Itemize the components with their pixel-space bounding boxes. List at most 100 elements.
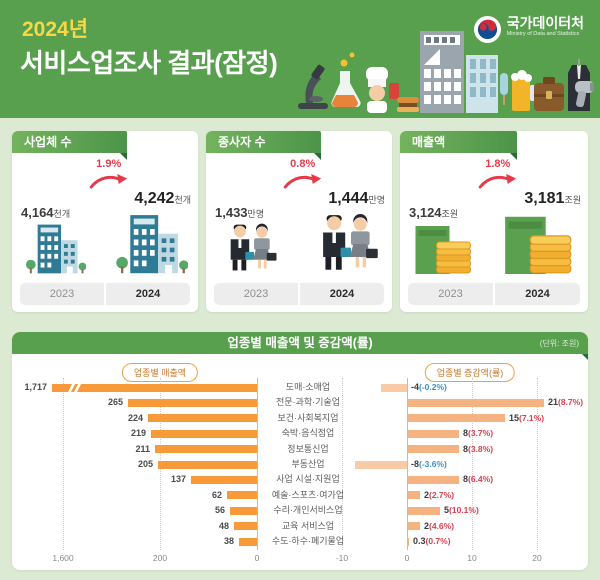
beer-icon xyxy=(500,70,535,111)
sales-value-label: 211 xyxy=(135,443,150,454)
curr-value: 1,444만명 xyxy=(328,190,385,207)
change-percent: 1.8% xyxy=(485,158,511,170)
chart-row: 211 정보통신업 8(3.8%) xyxy=(12,442,588,457)
fold-corner xyxy=(509,153,517,160)
change-bar xyxy=(407,537,409,546)
card-illustrations xyxy=(412,212,578,279)
category-label: 숙박·음식점업 xyxy=(281,428,335,439)
change-value-label: -8(-3.6%) xyxy=(411,459,447,469)
fold-corner xyxy=(120,153,128,160)
chart-row: 48 교육 서비스업 2(4.6%) xyxy=(12,519,588,534)
hairdryer-icon xyxy=(575,81,595,108)
change-value-label: 8(6.4%) xyxy=(463,474,494,485)
change-bar xyxy=(381,383,407,392)
fold-corner xyxy=(314,153,322,160)
chart-panel-header: 업종별 매출액 및 증감액(률) (단위: 조원) xyxy=(12,332,588,360)
stat-card-workers: 종사자 수 0.8% 1,433만명 1,444만명 xyxy=(206,131,392,312)
sales-bar xyxy=(227,491,257,500)
microscope-icon xyxy=(298,64,328,109)
sales-bar xyxy=(52,381,257,394)
card-illustrations xyxy=(218,212,382,279)
year-labels: 2023 2024 xyxy=(20,283,190,305)
left-axis-tick: 200 xyxy=(152,553,168,563)
sales-bar xyxy=(128,398,257,407)
chef-icon xyxy=(366,67,419,113)
right-axis-tick: 10 xyxy=(467,553,477,563)
prev-value: 4,164천개 xyxy=(21,205,71,220)
axis-gridline xyxy=(472,378,473,550)
workers-icon xyxy=(218,222,280,279)
year-prev: 2023 xyxy=(20,283,106,305)
change-bar xyxy=(407,475,459,484)
change-bar xyxy=(407,398,544,407)
agency-subtitle: Ministry of Data and Statistics xyxy=(506,31,580,37)
category-label: 도매·소매업 xyxy=(285,382,331,392)
chart-row: 62 예술·스포츠·여가업 2(2.7%) xyxy=(12,488,588,503)
change-bar xyxy=(407,429,459,438)
change-bar xyxy=(407,506,440,515)
change-bar xyxy=(407,491,420,500)
sales-value-label: 62 xyxy=(211,489,222,500)
chart-row: 224 보건·사회복지업 15(7.1%) xyxy=(12,411,588,426)
chart-unit-note: (단위: 조원) xyxy=(539,339,579,348)
header-illustrations xyxy=(294,21,595,118)
sales-bar xyxy=(239,537,257,546)
change-value-label: 15(7.1%) xyxy=(509,412,545,423)
chart-row: 38 수도·하수·폐기물업 0.3(0.7%) xyxy=(12,534,588,549)
sales-value-label: 56 xyxy=(214,505,225,516)
left-axis-tick: 0 xyxy=(254,553,260,563)
stat-card-title: 매출액 xyxy=(400,131,517,160)
left-axis-tick: 1,600 xyxy=(52,553,74,563)
change-bar xyxy=(407,414,505,423)
category-label: 보건·사회복지업 xyxy=(277,412,339,423)
sales-value-label: 38 xyxy=(223,536,234,546)
agency-name: 국가데이터처 xyxy=(506,15,584,31)
change-value-label: 21(8.7%) xyxy=(548,397,584,408)
page-title: 서비스업조사 결과(잠정) xyxy=(20,48,278,78)
curr-value: 3,181조원 xyxy=(524,190,581,207)
chart-row: 219 숙박·음식점업 8(3.7%) xyxy=(12,426,588,441)
chart-title: 업종별 매출액 및 증감액(률) xyxy=(227,336,373,350)
stat-card-money: 매출액 1.8% 3,124조원 3,181조원 xyxy=(400,131,588,312)
sales-bar xyxy=(158,460,257,469)
prev-value: 1,433만명 xyxy=(215,205,265,220)
sales-value-label: 48 xyxy=(218,520,229,531)
category-label: 정보통신업 xyxy=(287,443,329,454)
chart-row: 56 수리·개인서비스업 5(10.1%) xyxy=(12,503,588,518)
axis-zero-line xyxy=(407,378,408,550)
right-axis-tick: 0 xyxy=(404,553,410,563)
change-value-label: 8(3.8%) xyxy=(463,443,494,454)
change-value-label: 2(2.7%) xyxy=(424,489,455,500)
chart-row: 205 부동산업 -8(-3.6%) xyxy=(12,457,588,472)
sales-value-label: 219 xyxy=(130,428,146,439)
change-value-label: 5(10.1%) xyxy=(444,505,479,516)
buildings-icon xyxy=(24,222,87,279)
fold-corner xyxy=(582,354,588,360)
year-prev: 2023 xyxy=(214,283,300,305)
category-label: 예술·스포츠·여가업 xyxy=(271,489,345,500)
year-prev: 2023 xyxy=(408,283,495,305)
axis-break-mark xyxy=(66,381,77,394)
category-label: 전문·과학·기술업 xyxy=(276,397,340,408)
year-curr: 2024 xyxy=(525,288,550,300)
category-label: 수도·하수·폐기물업 xyxy=(271,536,345,546)
curr-value: 4,242천개 xyxy=(134,190,191,207)
sales-value-label: 205 xyxy=(137,459,153,469)
briefcase-icon xyxy=(534,77,564,111)
category-label: 부동산업 xyxy=(291,459,325,469)
page-header: 2024년 서비스업조사 결과(잠정) 국가데이터처 Ministry of D… xyxy=(0,0,600,118)
money-icon xyxy=(501,212,579,279)
axis-gridline xyxy=(537,378,538,550)
buildings-icon xyxy=(114,212,188,279)
up-arrow-icon xyxy=(282,172,322,195)
legend-change: 업종별 증감액(률) xyxy=(424,363,516,382)
change-bar xyxy=(407,445,459,454)
sales-value-label: 1,717 xyxy=(24,382,47,392)
sales-bar xyxy=(155,445,257,454)
sales-value-label: 224 xyxy=(127,412,143,423)
year-labels: 2023 2024 xyxy=(214,283,384,305)
sales-bar xyxy=(234,522,257,531)
category-label: 사업 시설·지원업 xyxy=(276,474,340,485)
sales-bar xyxy=(191,475,257,484)
